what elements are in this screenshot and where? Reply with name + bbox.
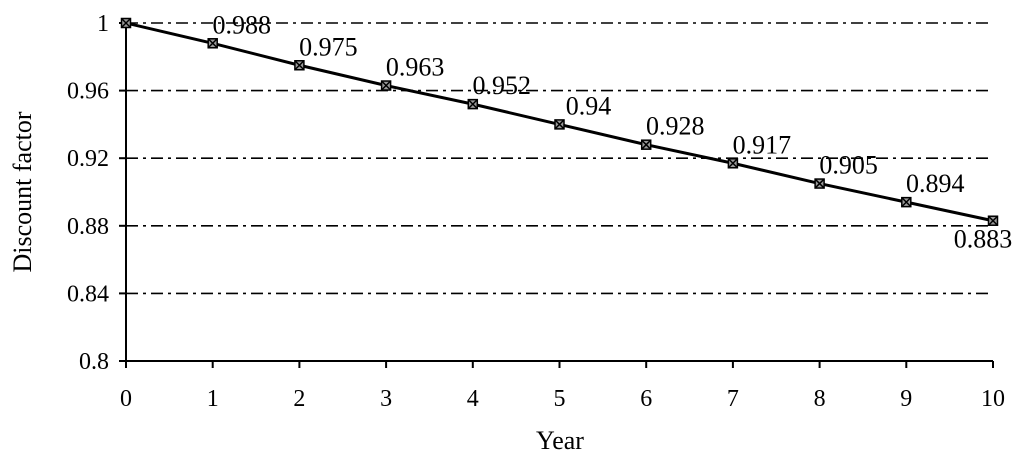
marker-cross <box>467 99 478 110</box>
data-point-marker <box>207 38 218 49</box>
data-point-marker <box>120 17 132 29</box>
data-point-marker <box>467 98 479 110</box>
x-tick-label: 3 <box>380 386 392 412</box>
marker-cross <box>207 38 218 49</box>
x-axis-title: Year <box>536 426 584 455</box>
y-tick-label: 0.92 <box>67 146 109 172</box>
marker-cross <box>554 119 565 130</box>
y-tick-label: 0.88 <box>67 214 109 240</box>
x-tick-label: 10 <box>981 386 1005 412</box>
marker-cross <box>120 17 132 29</box>
x-tick-label: 6 <box>640 386 652 412</box>
marker-cross <box>901 197 912 208</box>
x-tick-label: 2 <box>293 386 305 412</box>
x-tick-label: 8 <box>814 386 826 412</box>
x-tick-label: 7 <box>727 386 739 412</box>
marker-cross <box>987 215 999 226</box>
y-tick-label: 0.8 <box>79 349 109 375</box>
x-tick-label: 1 <box>207 386 219 412</box>
data-label: 0.952 <box>473 71 532 100</box>
marker-cross <box>814 178 825 189</box>
data-point-marker <box>901 196 912 208</box>
series-group <box>120 17 999 226</box>
data-labels: 0.988 0.975 0.963 0.952 0.94 0.928 0.917 0.905 0… <box>212 10 1012 253</box>
data-label: 0.988 <box>212 10 271 39</box>
data-label: 0.928 <box>646 112 705 141</box>
x-tick-label: 9 <box>900 386 912 412</box>
data-point-marker <box>294 60 305 71</box>
y-tick-label: 0.96 <box>67 79 109 105</box>
tick-marks <box>119 22 994 368</box>
data-label: 0.94 <box>566 91 612 120</box>
gridlines <box>126 22 993 295</box>
marker-cross <box>727 158 738 169</box>
x-tick-label: 0 <box>120 386 132 412</box>
x-tick-label: 5 <box>554 386 566 412</box>
marker-cross <box>641 139 652 150</box>
y-tick-label: 0.84 <box>67 281 109 307</box>
x-tick-label: 4 <box>467 386 479 412</box>
data-point-marker <box>727 158 739 169</box>
marker-cross <box>294 60 305 71</box>
data-label: 0.917 <box>733 130 792 159</box>
data-point-marker <box>640 139 652 150</box>
data-label: 0.963 <box>386 53 445 82</box>
data-point-marker <box>554 119 565 130</box>
data-point-marker <box>380 80 392 91</box>
marker-cross <box>381 80 392 91</box>
y-axis-title: Discount factor <box>8 111 37 272</box>
data-label: 0.975 <box>299 32 358 61</box>
data-label: 0.883 <box>954 225 1013 254</box>
data-label: 0.894 <box>906 169 965 198</box>
data-label: 0.905 <box>819 151 878 180</box>
data-point-marker <box>814 178 825 189</box>
data-point-marker <box>987 215 999 226</box>
y-tick-label: 1 <box>97 11 109 37</box>
